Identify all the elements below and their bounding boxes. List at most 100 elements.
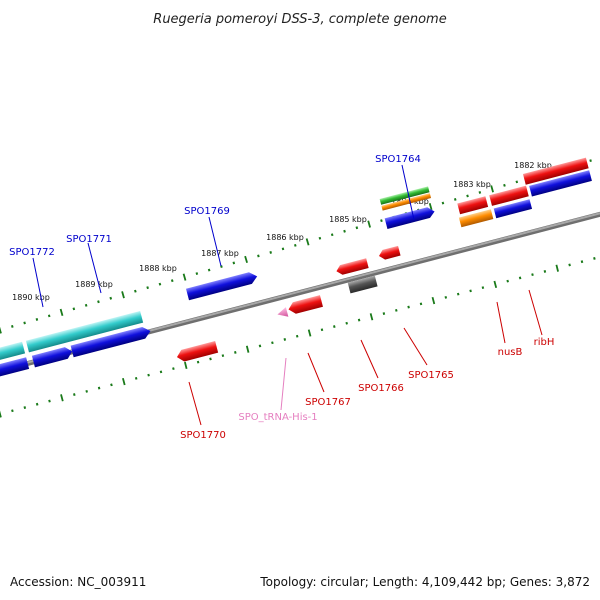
- kbp-label-1883: 1883 kbp: [453, 180, 491, 189]
- map-title: Ruegeria pomeroyi DSS-3, complete genome: [153, 12, 446, 27]
- upper-major-tick: [305, 238, 310, 246]
- lower-minor-tick: [234, 351, 237, 354]
- gene-spo1771-blue[interactable]: [31, 346, 74, 368]
- upper-minor-tick: [466, 194, 469, 198]
- lower-tick-track: [0, 257, 596, 418]
- gene-spo1764[interactable]: [384, 206, 436, 229]
- lower-major-tick: [0, 410, 2, 418]
- kbp-label-1890: 1890 kbp: [12, 293, 50, 302]
- gene-spo1769[interactable]: [185, 271, 259, 301]
- gene-spo1765[interactable]: [378, 245, 401, 261]
- lower-major-tick: [431, 296, 436, 305]
- upper-major-tick: [244, 255, 248, 264]
- upper-minor-tick: [97, 300, 100, 304]
- gene-trna-his[interactable]: [276, 307, 289, 319]
- gene-nusb-blue[interactable]: [493, 199, 533, 219]
- upper-major-tick: [59, 308, 64, 316]
- gene-spo1771[interactable]: [25, 310, 144, 353]
- kbp-label-1882: 1882 kbp: [514, 161, 552, 170]
- gene-spo1770-blue[interactable]: [70, 325, 152, 358]
- upper-minor-tick: [257, 254, 260, 258]
- upper-minor-tick: [281, 247, 285, 251]
- gene-ribh-red[interactable]: [522, 157, 589, 185]
- lower-minor-tick: [159, 370, 163, 374]
- lower-minor-tick: [407, 305, 410, 309]
- gene-spo1764-green[interactable]: [379, 186, 430, 205]
- upper-minor-tick: [207, 268, 211, 272]
- lower-minor-tick: [172, 367, 175, 371]
- upper-minor-tick: [318, 236, 322, 240]
- upper-minor-tick: [109, 296, 113, 300]
- upper-major-tick: [367, 220, 371, 228]
- label-spo1769: SPO1769: [184, 206, 230, 217]
- lower-minor-tick: [23, 406, 27, 409]
- gene-ribh-blue[interactable]: [529, 170, 592, 197]
- gene-spo1767[interactable]: [287, 295, 323, 315]
- lower-major-tick: [369, 313, 374, 321]
- lower-minor-tick: [395, 308, 398, 312]
- upper-minor-tick: [453, 198, 457, 201]
- lower-minor-tick: [271, 341, 274, 345]
- lower-minor-tick: [543, 270, 547, 273]
- upper-minor-tick: [72, 307, 76, 311]
- lower-minor-tick: [295, 334, 299, 338]
- gene-spo1766-red[interactable]: [335, 258, 369, 276]
- gene-spo1766[interactable]: [347, 275, 378, 294]
- upper-minor-tick: [35, 318, 39, 321]
- upper-minor-tick: [355, 226, 359, 230]
- upper-minor-tick: [515, 180, 519, 184]
- upper-minor-tick: [23, 321, 26, 325]
- lower-minor-tick: [593, 257, 596, 260]
- lower-minor-tick: [456, 292, 460, 296]
- gene-spo1764-orange[interactable]: [381, 193, 432, 211]
- upper-minor-tick: [146, 286, 149, 290]
- kbp-label-1886: 1886 kbp: [266, 233, 304, 242]
- gene-spo1770[interactable]: [175, 341, 219, 363]
- lower-minor-tick: [283, 338, 287, 341]
- reverse-genes: [175, 245, 401, 363]
- lower-minor-tick: [221, 354, 225, 358]
- gene-nusb-upper[interactable]: [457, 196, 489, 215]
- gene-spo1772[interactable]: [0, 357, 30, 379]
- lower-minor-tick: [481, 286, 485, 290]
- upper-major-tick: [428, 202, 433, 211]
- lower-major-tick: [307, 329, 312, 337]
- lower-major-tick: [60, 394, 64, 402]
- upper-major-tick: [490, 185, 494, 193]
- gene-nusb[interactable]: [458, 209, 494, 228]
- lower-minor-tick: [147, 373, 150, 377]
- label-spo1772: SPO1772: [9, 247, 55, 258]
- upper-minor-tick: [330, 233, 334, 237]
- lower-minor-tick: [35, 402, 39, 406]
- lower-major-tick: [555, 264, 559, 272]
- label-spo1766: SPO1766: [358, 383, 404, 394]
- lower-major-tick: [493, 280, 498, 289]
- upper-minor-tick: [380, 219, 383, 223]
- label-ribh: ribH: [534, 337, 555, 348]
- lower-minor-tick: [11, 409, 14, 413]
- lower-minor-tick: [97, 386, 101, 390]
- lower-minor-tick: [333, 325, 336, 328]
- label-spo1771: SPO1771: [66, 234, 112, 245]
- kbp-label-1887: 1887 kbp: [201, 249, 239, 258]
- gene-spo1763[interactable]: [489, 185, 529, 206]
- forward-genes: [0, 157, 592, 379]
- label-spo1767: SPO1767: [305, 397, 351, 408]
- upper-minor-tick: [503, 183, 506, 187]
- lower-minor-tick: [320, 328, 324, 332]
- upper-minor-tick: [294, 243, 297, 247]
- lower-minor-tick: [357, 318, 361, 322]
- lower-minor-tick: [134, 376, 138, 380]
- kbp-label-1889: 1889 kbp: [75, 280, 113, 289]
- gene-spo1772-cyan[interactable]: [0, 341, 26, 363]
- lower-minor-tick: [506, 279, 509, 283]
- upper-minor-tick: [134, 289, 137, 293]
- lower-minor-tick: [580, 260, 584, 264]
- upper-major-tick: [0, 326, 2, 334]
- upper-minor-tick: [441, 201, 445, 205]
- accession-text: Accession: NC_003911: [10, 575, 146, 589]
- upper-minor-tick: [478, 191, 482, 194]
- upper-minor-tick: [84, 303, 88, 307]
- upper-minor-tick: [11, 325, 14, 328]
